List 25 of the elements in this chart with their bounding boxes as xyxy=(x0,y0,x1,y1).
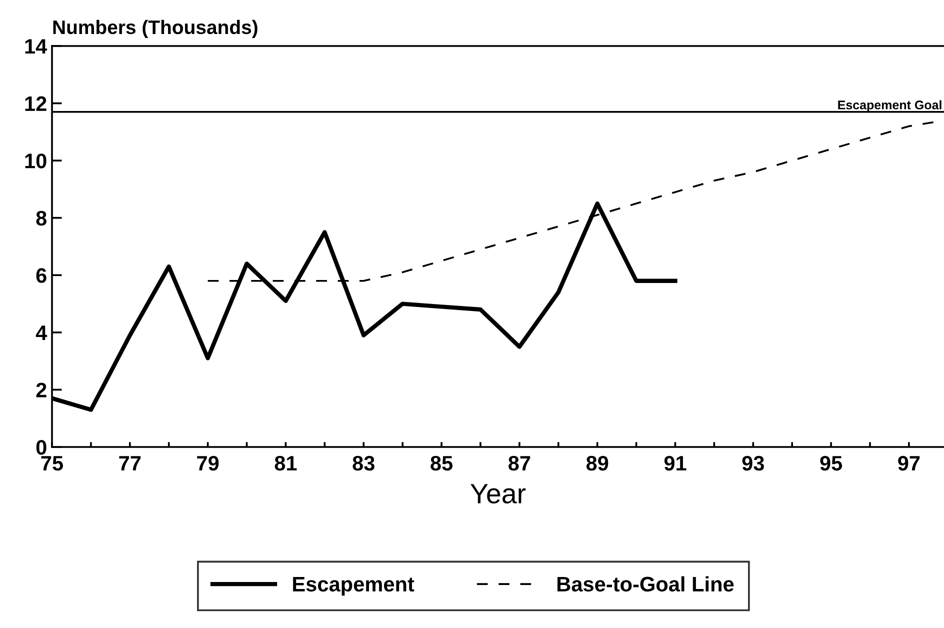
x-tick-label: 85 xyxy=(430,456,453,471)
x-tick-label: 91 xyxy=(664,456,686,471)
ref-line-label: Escapement Goal xyxy=(838,100,942,112)
x-tick-label: 89 xyxy=(586,456,608,471)
x-tick-label: 97 xyxy=(898,456,920,471)
x-tick-label: 75 xyxy=(41,456,64,471)
y-tick-label: 4 xyxy=(36,326,48,340)
y-tick-label: 14 xyxy=(25,39,48,54)
y-tick-label: 12 xyxy=(25,96,46,111)
x-tick-label: 93 xyxy=(742,456,764,471)
x-tick-label: 77 xyxy=(119,456,141,470)
x-axis-title: Year xyxy=(470,484,526,504)
legend-label: Escapement xyxy=(293,577,414,596)
y-tick-label: 10 xyxy=(25,154,46,168)
x-tick-label: 83 xyxy=(352,456,374,471)
x-tick-label: 79 xyxy=(197,456,219,471)
y-tick-label: 2 xyxy=(36,382,46,398)
y-axis-title: Numbers (Thousands) xyxy=(53,20,258,38)
legend-label: Base-to-Goal Line xyxy=(557,576,734,592)
x-tick-label: 81 xyxy=(274,456,297,471)
y-tick-label: 6 xyxy=(36,268,46,283)
y-tick-label: 8 xyxy=(36,210,46,226)
x-tick-label: 87 xyxy=(508,456,530,471)
y-tick-label: 0 xyxy=(36,440,46,455)
x-tick-label: 95 xyxy=(820,456,842,471)
